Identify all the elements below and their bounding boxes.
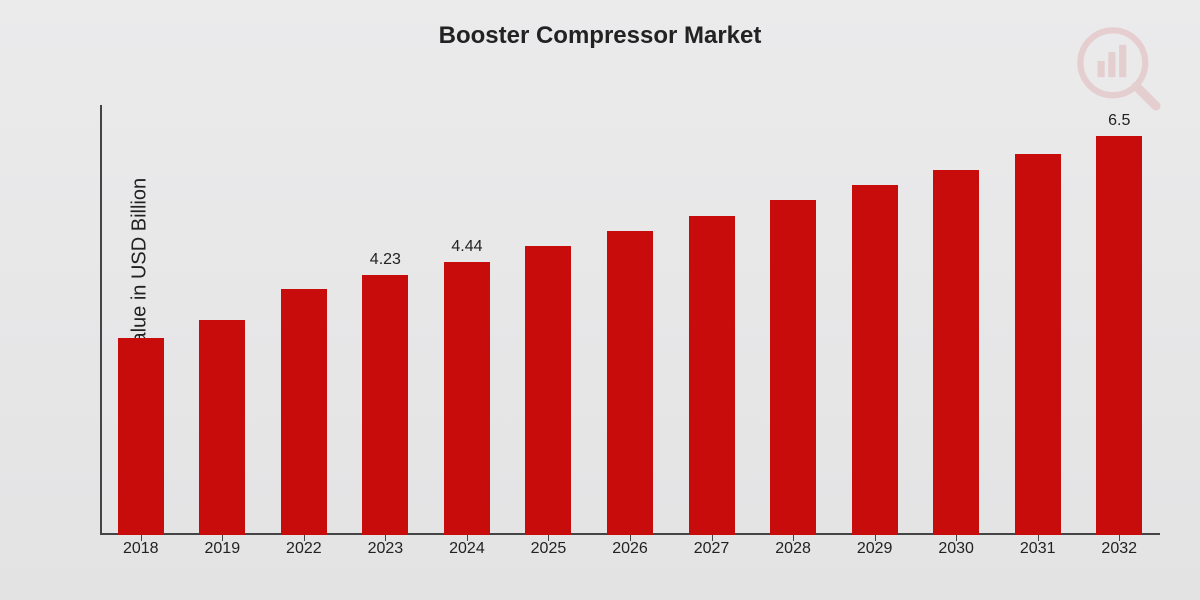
x-tick-label: 2022 — [286, 540, 322, 558]
bar: 6.5 — [1096, 136, 1142, 535]
chart-plot-area: 4.23 4.44 6.5 — [100, 105, 1160, 535]
x-tick-label: 2032 — [1101, 540, 1137, 558]
bar — [281, 289, 327, 535]
x-tick-label: 2031 — [1020, 540, 1056, 558]
bar — [933, 170, 979, 536]
x-tick-label: 2023 — [368, 540, 404, 558]
bar-value-label: 6.5 — [1108, 112, 1130, 130]
bar — [770, 200, 816, 535]
bar-value-label: 4.44 — [451, 238, 482, 256]
x-tick-label: 2018 — [123, 540, 159, 558]
bar — [118, 338, 164, 535]
bar — [525, 246, 571, 535]
x-tick-label: 2028 — [775, 540, 811, 558]
x-tick-label: 2027 — [694, 540, 730, 558]
bar: 4.44 — [444, 262, 490, 535]
chart-title: Booster Compressor Market — [0, 22, 1200, 50]
x-tick-label: 2025 — [531, 540, 567, 558]
bar — [199, 320, 245, 535]
bar — [852, 185, 898, 535]
x-tick-label: 2024 — [449, 540, 485, 558]
bar — [689, 216, 735, 535]
bar: 4.23 — [362, 275, 408, 535]
x-tick-label: 2026 — [612, 540, 648, 558]
x-tick-label: 2019 — [205, 540, 241, 558]
x-tick-label: 2029 — [857, 540, 893, 558]
bar-value-label: 4.23 — [370, 251, 401, 269]
bar — [607, 231, 653, 535]
bar — [1015, 154, 1061, 535]
x-tick-label: 2030 — [938, 540, 974, 558]
